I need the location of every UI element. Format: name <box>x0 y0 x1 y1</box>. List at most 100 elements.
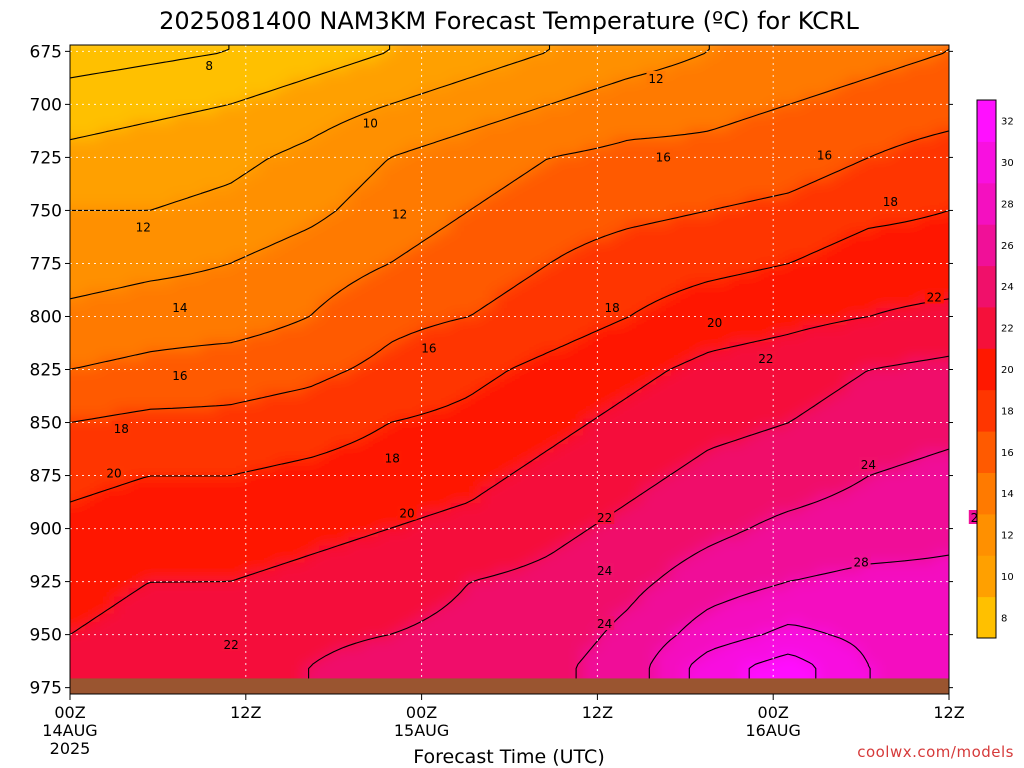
temperature-cell <box>714 511 731 521</box>
temperature-cell <box>363 384 379 394</box>
temperature-cell <box>919 163 936 174</box>
temperature-cell <box>729 248 745 258</box>
temperature-cell <box>568 223 584 233</box>
temperature-cell <box>919 638 936 649</box>
temperature-cell <box>568 333 584 343</box>
temperature-cell <box>919 87 936 97</box>
temperature-cell <box>846 214 862 224</box>
temperature-cell <box>70 384 86 394</box>
temperature-cell <box>582 299 599 309</box>
temperature-cell <box>846 443 862 454</box>
temperature-cell <box>773 240 789 250</box>
temperature-cell <box>875 358 892 369</box>
temperature-cell <box>538 418 555 428</box>
temperature-cell <box>143 596 159 606</box>
temperature-cell <box>861 248 877 258</box>
temperature-cell <box>890 520 906 530</box>
temperature-cell <box>421 240 438 250</box>
temperature-cell <box>890 189 906 199</box>
temperature-cell <box>846 477 862 487</box>
temperature-cell <box>509 384 525 394</box>
temperature-cell <box>787 460 804 470</box>
temperature-cell <box>743 70 760 80</box>
temperature-cell <box>597 155 613 165</box>
temperature-cell <box>714 469 731 479</box>
temperature-cell <box>494 613 511 623</box>
temperature-cell <box>260 545 276 555</box>
temperature-cell <box>612 112 628 123</box>
temperature-cell <box>831 146 848 157</box>
temperature-cell <box>509 647 525 657</box>
temperature-cell <box>875 95 892 106</box>
temperature-cell <box>670 70 687 80</box>
temperature-cell <box>538 537 555 547</box>
temperature-cell <box>436 621 452 632</box>
temperature-cell <box>568 460 584 470</box>
temperature-cell <box>421 587 438 598</box>
temperature-cell <box>216 528 232 538</box>
temperature-cell <box>465 257 481 267</box>
temperature-cell <box>289 214 306 224</box>
temperature-cell <box>128 358 145 369</box>
temperature-cell <box>319 630 335 640</box>
temperature-cell <box>934 78 949 89</box>
temperature-cell <box>319 95 335 106</box>
temperature-cell <box>861 240 877 250</box>
temperature-cell <box>817 316 833 326</box>
temperature-cell <box>70 333 86 343</box>
temperature-cell <box>714 562 731 572</box>
temperature-cell <box>245 503 262 513</box>
temperature-cell <box>201 333 218 343</box>
temperature-cell <box>143 460 159 470</box>
temperature-cell <box>465 121 481 131</box>
temperature-cell <box>319 104 335 114</box>
temperature-cell <box>699 240 716 250</box>
temperature-cell <box>99 189 115 199</box>
temperature-cell <box>421 638 438 649</box>
temperature-cell <box>919 401 936 411</box>
temperature-cell <box>714 672 731 683</box>
temperature-cell <box>275 418 291 428</box>
temperature-cell <box>289 503 306 513</box>
temperature-cell <box>348 214 364 224</box>
temperature-cell <box>729 112 745 123</box>
temperature-cell <box>743 316 760 326</box>
temperature-cell <box>231 223 247 233</box>
temperature-cell <box>890 121 906 131</box>
temperature-cell <box>699 570 716 581</box>
temperature-cell <box>128 180 145 191</box>
temperature-cell <box>450 375 467 386</box>
temperature-cell <box>846 418 862 428</box>
temperature-cell <box>553 537 569 547</box>
temperature-cell <box>524 121 540 131</box>
temperature-cell <box>421 469 438 479</box>
temperature-cell <box>685 613 701 623</box>
temperature-cell <box>157 53 174 63</box>
temperature-cell <box>905 172 921 182</box>
temperature-cell <box>641 435 657 445</box>
ground-surface <box>70 678 949 694</box>
temperature-cell <box>905 112 921 123</box>
temperature-cell <box>187 189 203 199</box>
temperature-cell <box>934 596 949 606</box>
temperature-cell <box>890 384 906 394</box>
temperature-cell <box>817 350 833 360</box>
temperature-cell <box>875 418 892 428</box>
temperature-cell <box>582 358 599 369</box>
temperature-cell <box>846 596 862 606</box>
temperature-cell <box>157 231 174 241</box>
temperature-cell <box>304 545 320 555</box>
temperature-cell <box>890 570 906 581</box>
temperature-cell <box>363 307 379 318</box>
temperature-cell <box>934 392 949 403</box>
temperature-cell <box>465 324 481 335</box>
temperature-cell <box>84 562 101 572</box>
temperature-cell <box>231 307 247 318</box>
temperature-cell <box>817 180 833 191</box>
temperature-cell <box>802 554 818 564</box>
temperature-cell <box>216 265 232 275</box>
temperature-cell <box>289 155 306 165</box>
temperature-cell <box>70 664 71 674</box>
temperature-cell <box>758 452 774 462</box>
temperature-cell <box>99 621 115 632</box>
